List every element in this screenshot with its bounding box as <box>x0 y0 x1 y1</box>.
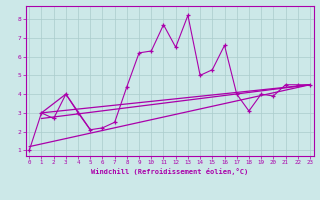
X-axis label: Windchill (Refroidissement éolien,°C): Windchill (Refroidissement éolien,°C) <box>91 168 248 175</box>
